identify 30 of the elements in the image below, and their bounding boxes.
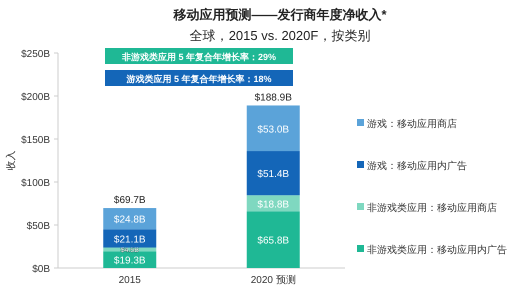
y-tick-label: $50B	[26, 221, 50, 232]
chart-title: 移动应用预测——发行商年度净收入*	[172, 7, 388, 22]
bar	[103, 208, 156, 230]
data-label: $51.4B	[257, 169, 290, 180]
data-label: $18.8B	[257, 199, 290, 210]
legend-label: 游戏：移动应用内广告	[367, 160, 467, 172]
legend-label: 非游戏类应用：移动应用商店	[367, 202, 497, 214]
y-tick-label: $150B	[21, 135, 50, 146]
data-label: $19.3B	[114, 256, 146, 267]
x-tick-label: 2020 预测	[250, 274, 296, 286]
annotation: 游戏类应用 5 年复合年增长率：18%	[125, 74, 272, 84]
y-axis-title: 收入	[5, 150, 17, 170]
y-tick-label: $100B	[21, 178, 50, 189]
y-tick-label: $200B	[21, 92, 50, 103]
data-label: $21.1B	[114, 234, 146, 246]
legend-label: 非游戏类应用：移动应用内广告	[367, 244, 507, 256]
bar	[246, 211, 300, 268]
data-label: $53.0B	[257, 124, 290, 136]
bar	[246, 105, 300, 152]
legend-label: 游戏：移动应用商店	[367, 118, 457, 130]
total-label: $69.7B	[114, 195, 146, 206]
y-tick-label: $0B	[32, 264, 50, 275]
data-label: $24.8B	[114, 214, 146, 226]
y-tick-label: $250B	[21, 49, 50, 60]
total-label: $188.9B	[254, 92, 292, 104]
chart-subtitle: 全球，2015 vs. 2020F，按类别	[190, 28, 370, 43]
data-label: $65.8B	[257, 236, 290, 247]
x-tick-label: 2015	[118, 275, 142, 286]
bar	[246, 151, 300, 196]
annotation: 非游戏类应用 5 年复合年增长率：29%	[120, 52, 276, 62]
